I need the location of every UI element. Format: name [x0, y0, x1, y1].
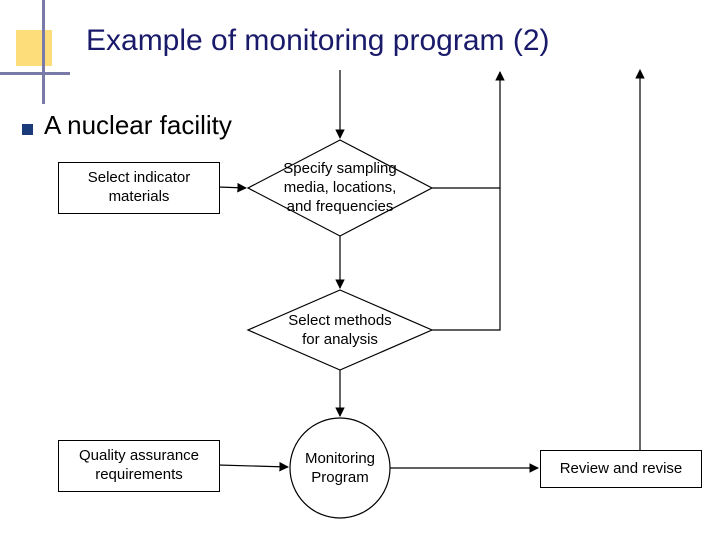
- diamond-select-methods: [248, 290, 432, 370]
- accent-vline: [42, 0, 45, 104]
- box-select-indicator: Select indicatormaterials: [58, 162, 220, 214]
- box-quality-assurance: Quality assurancerequirements: [58, 440, 220, 492]
- circle-monitoring-program: [290, 418, 390, 518]
- edge-qa-to-monitoring: [218, 465, 288, 467]
- label-select-methods: Select methodsfor analysis: [268, 312, 412, 350]
- slide-title: Example of monitoring program (2): [86, 24, 550, 58]
- slide-subtitle: A nuclear facility: [44, 110, 232, 141]
- corner-accent: [16, 30, 52, 66]
- bullet-icon: [22, 124, 33, 135]
- accent-hline: [0, 72, 70, 75]
- label-monitoring-program: MonitoringProgram: [290, 450, 390, 488]
- edge-indicator-to-specify: [218, 187, 246, 188]
- slide: Example of monitoring program (2) A nucl…: [0, 0, 720, 540]
- edge-specify-feedback: [432, 72, 500, 188]
- box-review-revise: Review and revise: [540, 450, 702, 488]
- label-specify-sampling: Specify samplingmedia, locations,and fre…: [268, 160, 412, 216]
- edge-methods-feedback: [432, 188, 500, 330]
- diamond-specify-sampling: [248, 140, 432, 236]
